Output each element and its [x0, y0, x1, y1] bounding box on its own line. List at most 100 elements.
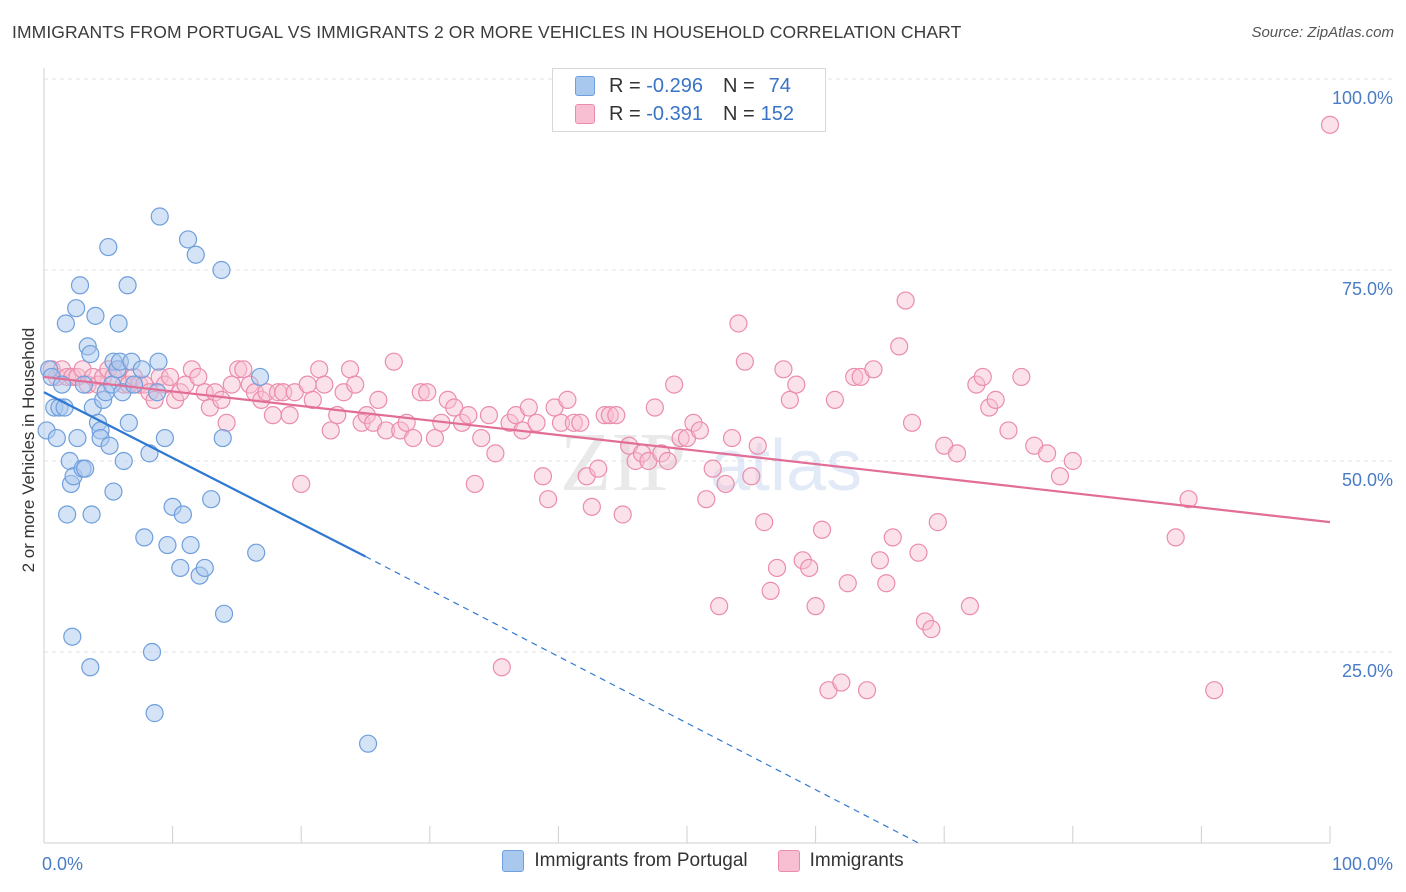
immigrants-point: [1037, 444, 1057, 463]
immigrants-trend-line: [43, 375, 1331, 524]
immigrants-point: [445, 398, 464, 417]
portugal-point: [119, 413, 138, 432]
immigrants-point: [1179, 490, 1198, 509]
immigrants-point: [613, 505, 632, 524]
immigrants-point: [222, 375, 241, 394]
portugal-point: [142, 642, 162, 662]
immigrants-point: [472, 428, 491, 448]
portugal-point: [250, 367, 270, 387]
immigrants-point: [690, 421, 709, 440]
immigrants-point: [825, 390, 844, 409]
immigrants-point: [1050, 467, 1070, 486]
portugal-point: [114, 451, 133, 471]
immigrants-point: [877, 574, 896, 593]
portugal-point: [76, 459, 95, 478]
immigrants-point: [999, 421, 1018, 440]
immigrants-point: [902, 413, 922, 432]
legend-label: Immigrants from Portugal: [534, 850, 748, 871]
portugal-point: [100, 436, 119, 455]
immigrants-point: [600, 406, 619, 425]
r-label: R =: [609, 74, 641, 97]
portugal-point: [99, 237, 118, 257]
portugal-point: [186, 245, 205, 264]
immigrants-point: [806, 597, 825, 616]
portugal-point: [213, 428, 232, 448]
n-label: N =: [722, 102, 755, 125]
immigrants-point: [812, 520, 832, 539]
portugal-point: [173, 505, 192, 524]
immigrants-point: [767, 558, 787, 578]
portugal-point: [135, 528, 154, 547]
n-label: N =: [722, 74, 755, 97]
portugal-point: [155, 428, 174, 448]
trend-lines: [43, 375, 1331, 844]
immigrants-point: [755, 513, 774, 532]
immigrants-point: [947, 444, 967, 463]
immigrants-point: [486, 444, 505, 463]
portugal-point: [68, 428, 87, 448]
immigrants-point: [298, 375, 317, 394]
immigrants-point: [845, 367, 864, 387]
immigrants-point: [315, 375, 334, 394]
immigrants-point: [411, 383, 430, 402]
portugal-point: [132, 360, 151, 379]
portugal-point: [81, 658, 100, 677]
immigrants-point: [1205, 681, 1224, 700]
pink-swatch: [575, 104, 595, 124]
portugal-point: [58, 505, 77, 524]
immigrants-point: [742, 467, 761, 486]
immigrants-point: [465, 474, 484, 494]
immigrants-point: [890, 337, 909, 356]
portugal-point: [104, 482, 123, 501]
immigrants-point: [671, 428, 690, 448]
immigrants-point: [539, 490, 558, 509]
portugal-point: [56, 314, 75, 333]
immigrants-point: [748, 436, 767, 455]
portugal-point: [202, 490, 221, 509]
immigrants-point: [376, 421, 396, 440]
immigrants-point: [438, 390, 457, 409]
immigrants-point: [800, 558, 819, 578]
y-tick-label: 50.0%: [1342, 470, 1393, 490]
portugal-trend-extension: [365, 555, 919, 844]
n-value: 74: [768, 74, 791, 97]
immigrants-point: [909, 543, 928, 562]
immigrants-point: [626, 451, 645, 471]
portugal-point: [158, 535, 177, 555]
immigrants-point: [263, 406, 283, 425]
chart-title: IMMIGRANTS FROM PORTUGAL VS IMMIGRANTS 2…: [12, 22, 962, 42]
immigrants-point: [774, 360, 793, 379]
immigrants-point: [735, 352, 754, 371]
immigrants-point: [160, 367, 180, 387]
immigrants-point: [838, 574, 857, 593]
immigrants-point: [710, 597, 729, 616]
immigrants-point: [607, 406, 626, 425]
portugal-point: [74, 375, 93, 394]
portugal-point: [118, 276, 137, 295]
portugal-point: [178, 230, 198, 249]
portugal-point: [81, 344, 100, 364]
series-legend: Immigrants from Portugal Immigrants: [0, 850, 1406, 872]
portugal-point: [150, 207, 169, 226]
immigrants-point: [292, 474, 311, 494]
r-label: R =: [609, 102, 641, 125]
immigrants-point: [533, 467, 553, 486]
immigrants-point: [864, 360, 883, 379]
immigrants-point: [722, 428, 742, 448]
immigrants-point: [418, 383, 437, 402]
immigrants-point: [479, 406, 499, 425]
immigrants-point: [870, 551, 890, 570]
legend-row-portugal: R = -0.296 N = 74: [575, 72, 791, 100]
immigrants-point: [883, 528, 902, 547]
immigrants-point: [217, 413, 236, 432]
r-value: -0.391: [646, 102, 703, 125]
immigrants-point: [973, 367, 992, 387]
immigrants-point: [459, 406, 478, 425]
portugal-point: [149, 352, 168, 371]
portugal-point: [214, 604, 234, 623]
portugal-point: [109, 314, 128, 333]
immigrants-point: [716, 474, 735, 494]
portugal-point: [148, 383, 167, 402]
immigrants-point: [1063, 451, 1082, 471]
